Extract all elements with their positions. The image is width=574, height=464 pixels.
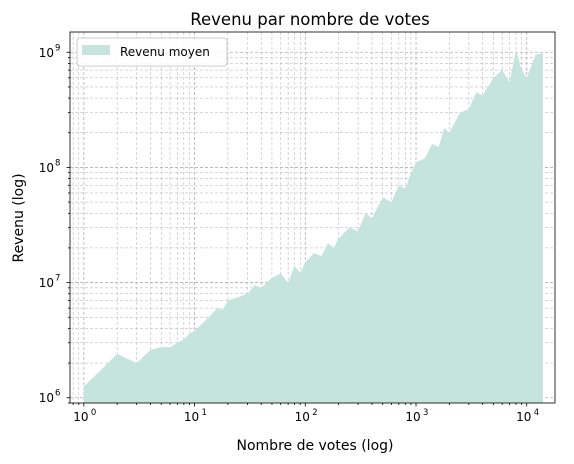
y-tick-label: 10 bbox=[39, 276, 54, 290]
legend-label: Revenu moyen bbox=[120, 45, 210, 59]
x-tick-exponent: 4 bbox=[534, 408, 539, 418]
x-tick-label: 10 bbox=[184, 410, 199, 424]
x-tick-label: 10 bbox=[405, 410, 420, 424]
x-tick-label: 10 bbox=[295, 410, 310, 424]
y-tick-exponent: 7 bbox=[55, 274, 60, 284]
x-axis: 10 0 10 1 10 2 10 3 10 4 bbox=[72, 403, 539, 424]
x-tick-label: 10 bbox=[516, 410, 531, 424]
x-tick-exponent: 2 bbox=[312, 408, 317, 418]
y-tick-label: 10 bbox=[39, 46, 54, 60]
y-axis-label: Revenu (log) bbox=[11, 173, 27, 262]
y-tick-exponent: 6 bbox=[55, 389, 60, 399]
x-tick-label: 10 bbox=[73, 410, 88, 424]
x-tick-exponent: 3 bbox=[423, 408, 428, 418]
legend-swatch bbox=[82, 45, 110, 55]
y-tick-label: 10 bbox=[39, 161, 54, 175]
legend-box bbox=[76, 37, 228, 67]
x-tick-exponent: 0 bbox=[91, 408, 96, 418]
y-tick-label: 10 bbox=[39, 391, 54, 405]
y-tick-exponent: 8 bbox=[55, 158, 60, 168]
area-series-revenu-moyen bbox=[83, 49, 543, 404]
chart-title: Revenu par nombre de votes bbox=[190, 10, 429, 29]
x-axis-label: Nombre de votes (log) bbox=[237, 438, 394, 454]
plot-frame bbox=[69, 31, 556, 404]
x-tick-exponent: 1 bbox=[202, 408, 207, 418]
legend: Revenu moyen bbox=[76, 37, 228, 67]
y-tick-exponent: 9 bbox=[55, 43, 60, 53]
